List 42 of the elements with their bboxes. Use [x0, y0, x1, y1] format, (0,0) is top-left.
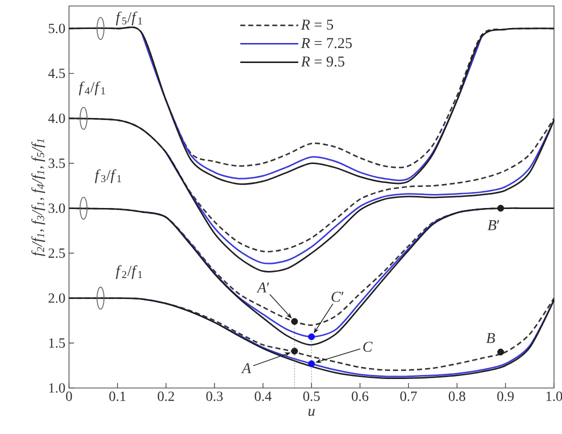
annotation: A′ — [256, 282, 270, 292]
x-tick-label: 1.0 — [546, 392, 562, 402]
legend-label: R = 5 — [300, 20, 334, 30]
legend-label: R = 7.25 — [300, 38, 352, 48]
x-tick-label: 0.8 — [448, 392, 466, 402]
x-tick-label: 0.6 — [352, 392, 368, 402]
point — [497, 348, 504, 356]
text: f$_{2}$/f$_{1}$, f$_{3}$/f$_{1}$, f$_{4}$/f$_{1}$, f$_{5}$/f$_{1}$ — [31, 139, 46, 256]
annotation: C′ — [332, 292, 344, 302]
annotation: B — [486, 333, 495, 343]
y-tick-label: 5.0 — [48, 24, 65, 34]
annotation: A — [241, 363, 252, 374]
x-tick-label: 0.2 — [158, 392, 174, 402]
y-tick-label: 1.0 — [49, 383, 65, 393]
line-series — [165, 119, 555, 264]
y-tick-label: 2.0 — [48, 293, 65, 303]
legend-label: R = 9.5 — [300, 56, 344, 67]
y-tick-label: 2.5 — [48, 248, 65, 258]
x-tick-label: 0 — [66, 392, 72, 401]
y-tick-label: 3.0 — [48, 203, 65, 213]
point — [291, 348, 298, 355]
x-tick-label: 0.9 — [497, 392, 514, 402]
annotation: f$_{2}$/f$_{1}$ — [116, 265, 142, 279]
point — [291, 318, 298, 325]
y-tick-label: 1.5 — [49, 338, 65, 348]
x-tick-label: 0.4 — [254, 392, 272, 402]
point — [308, 360, 315, 368]
annotation: f$_{4}$/f$_{1}$ — [78, 81, 106, 96]
x-tick-label: 0.5 — [303, 392, 320, 402]
x-tick-label: 0.7 — [400, 392, 417, 402]
y-tick-label: 4.0 — [48, 114, 65, 124]
y-tick-label: 4.5 — [48, 68, 65, 78]
annotation: B′ — [488, 220, 500, 230]
point — [497, 204, 504, 212]
x-tick-label: 0.1 — [109, 392, 126, 402]
x-axis-title: u — [308, 408, 315, 416]
point — [308, 333, 315, 340]
annotation: f$_{5}$/f$_{1}$ — [116, 12, 142, 26]
x-tick-label: 0.3 — [206, 392, 223, 402]
annotation: f$_{3}$/f$_{1}$ — [94, 169, 122, 184]
y-tick-label: 3.5 — [48, 158, 65, 168]
annotation: C — [363, 342, 373, 352]
